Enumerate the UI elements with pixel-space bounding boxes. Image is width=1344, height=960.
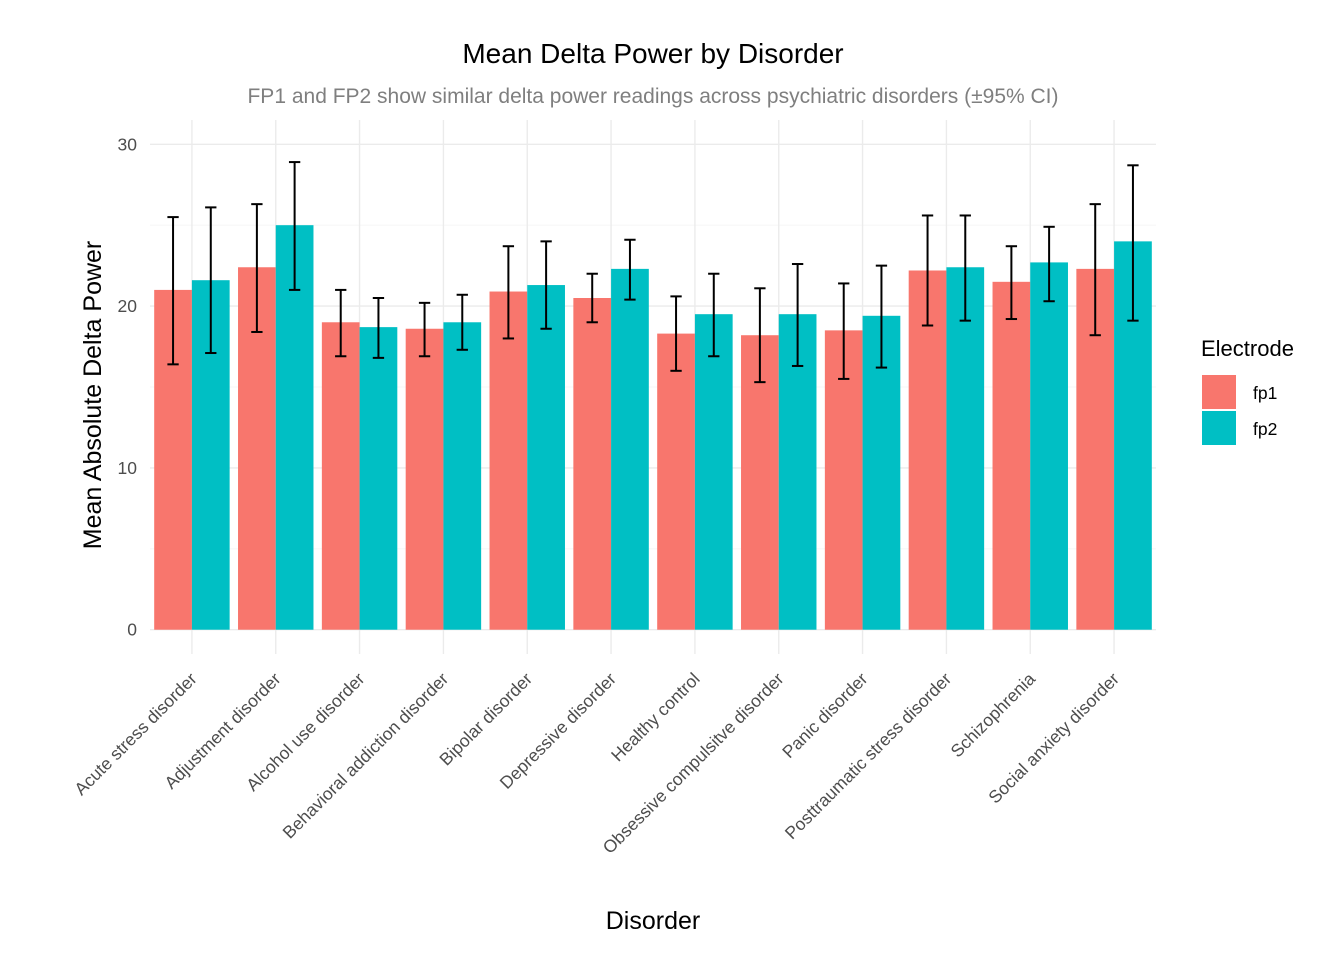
error-bar-fp2 [288, 161, 301, 291]
bar-fp2 [1030, 262, 1068, 630]
bar-fp1 [489, 291, 528, 630]
error-bar-fp1 [754, 287, 766, 384]
error-bar-fp1 [251, 203, 263, 333]
x-tick-label: Behavioral addiction disorder [279, 669, 453, 843]
error-bar-fp2 [959, 214, 971, 322]
error-bar-fp2 [791, 263, 804, 367]
error-bar-fp2 [708, 272, 720, 358]
bar-fp2 [527, 285, 565, 630]
y-tick-label: 20 [118, 296, 138, 316]
bar-fp1 [321, 322, 360, 630]
error-bar-fp1 [1005, 245, 1018, 321]
y-tick-label: 30 [118, 134, 138, 154]
error-bar-fp1 [586, 272, 598, 324]
x-tick-label: Panic disorder [778, 669, 871, 762]
error-bar-fp2 [456, 293, 468, 351]
bar-fp1 [405, 328, 444, 630]
error-bar-fp2 [372, 297, 385, 359]
bar-fp2 [443, 322, 482, 630]
error-bar-fp1 [167, 216, 179, 366]
x-tick-label: Healthy control [607, 669, 704, 766]
error-bar-fp1 [670, 295, 682, 372]
error-bar-fp2 [1127, 164, 1139, 322]
x-tick-label: Obsessive compulsitve disorder [599, 669, 788, 858]
x-tick-label: Schizophrenia [947, 668, 1040, 761]
bar-fp1 [992, 281, 1031, 630]
legend-label-fp1: fp1 [1253, 383, 1277, 403]
legend-key-fp1 [1202, 375, 1236, 409]
error-bar-fp1 [921, 214, 934, 327]
bar-fp2 [694, 314, 733, 630]
bars [154, 225, 1152, 630]
bar-fp1 [741, 335, 779, 630]
y-axis-title: Mean Absolute Delta Power [79, 241, 107, 550]
y-tick-label: 0 [127, 620, 137, 640]
error-bar-fp1 [335, 288, 347, 358]
y-tick-label: 10 [118, 458, 138, 478]
x-axis-title: Disorder [606, 907, 700, 935]
error-bar-fp1 [1089, 203, 1101, 337]
error-bar-fp1 [418, 301, 431, 358]
error-bar-fp2 [1043, 225, 1055, 303]
bar-fp1 [573, 298, 612, 630]
bar-fp2 [611, 268, 649, 630]
chart-title: Mean Delta Power by Disorder [462, 38, 843, 69]
bar-fp2 [359, 327, 398, 630]
chart-subtitle: FP1 and FP2 show similar delta power rea… [247, 85, 1058, 108]
error-bar-fp2 [205, 206, 217, 355]
x-tick-label: Posttraumatic stress disorder [781, 669, 955, 843]
error-bar-fp1 [502, 245, 515, 340]
legend: Electrode fp1 fp2 [1201, 336, 1294, 445]
y-axis-ticks: 0 10 20 30 [118, 134, 138, 639]
legend-title: Electrode [1201, 336, 1294, 361]
error-bar-fp2 [875, 264, 888, 369]
legend-key-fp2 [1202, 411, 1236, 445]
bar-fp1 [908, 270, 947, 630]
error-bars [167, 161, 1139, 384]
error-bar-fp2 [624, 238, 636, 301]
bar-fp2 [946, 267, 985, 630]
bar-fp1 [657, 333, 695, 630]
legend-label-fp2: fp2 [1253, 419, 1277, 439]
error-bar-fp2 [540, 240, 552, 330]
bar-fp2 [275, 225, 314, 630]
error-bar-fp1 [838, 282, 850, 380]
bar-fp1 [824, 330, 863, 630]
